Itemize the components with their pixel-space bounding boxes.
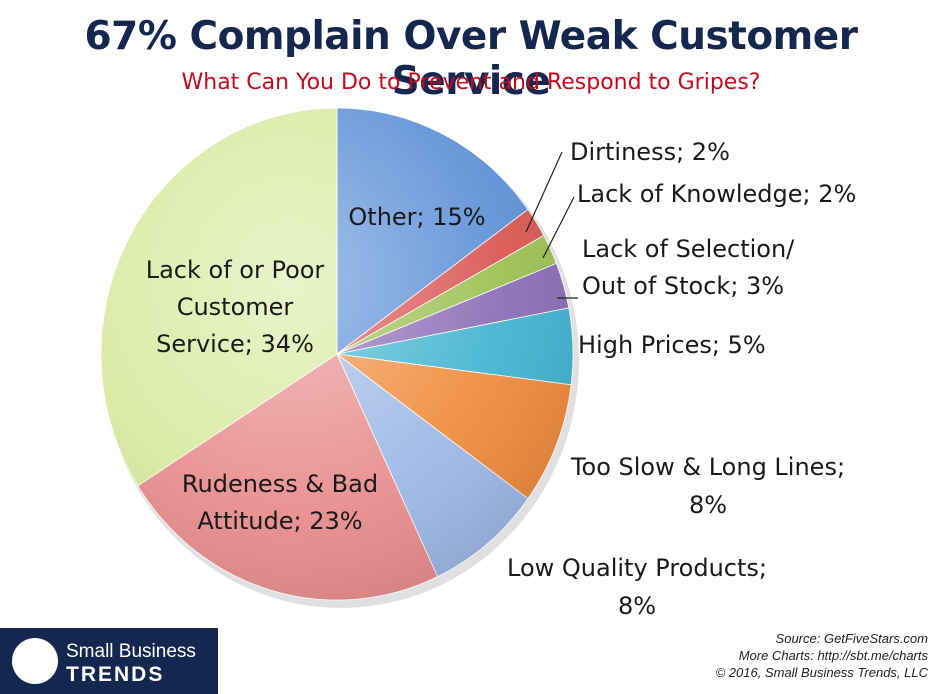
slice-label-lack-of-selection-out-of-stock: Lack of Selection/Out of Stock; 3% <box>582 235 795 300</box>
slice-label-lack-of-or-poor-customer-service: Lack of or Poor Customer Service; 34% <box>146 256 325 358</box>
slice-label-high-prices: High Prices; 5% <box>578 331 766 359</box>
chart-credits: Source: GetFiveStars.com More Charts: ht… <box>716 630 928 681</box>
slice-label-too-slow-long-lines: Too Slow & Long Lines; 8% <box>570 453 845 519</box>
logo-text-line2: TRENDS <box>66 663 165 686</box>
chart-subtitle: What Can You Do to Prevent and Respond t… <box>181 70 761 95</box>
source-note: Source: GetFiveStars.com <box>775 631 928 646</box>
chart-title: 67% Complain Over Weak Customer Service <box>84 14 858 104</box>
copyright-note: © 2016, Small Business Trends, LLC <box>715 665 928 680</box>
leader-line-dirtiness <box>525 151 563 233</box>
more-charts-note: More Charts: http://sbt.me/charts <box>738 648 928 663</box>
slice-label-dirtiness: Dirtiness; 2% <box>570 138 730 166</box>
slice-label-low-quality-products: Low Quality Products; 8% <box>507 554 767 620</box>
logo-text-line1: Small Business <box>66 641 196 662</box>
slice-label-rudeness-bad-attitude: Rudeness & Bad Attitude; 23% <box>182 470 378 535</box>
slice-label-other: Other; 15% <box>348 203 485 231</box>
leader-line-lack-of-knowledge <box>542 196 575 259</box>
slice-label-lack-of-knowledge: Lack of Knowledge; 2% <box>577 180 856 208</box>
brand-logo: Small Business TRENDS <box>0 628 218 694</box>
pie-gloss <box>101 108 573 600</box>
logo-circle-icon <box>12 638 58 684</box>
